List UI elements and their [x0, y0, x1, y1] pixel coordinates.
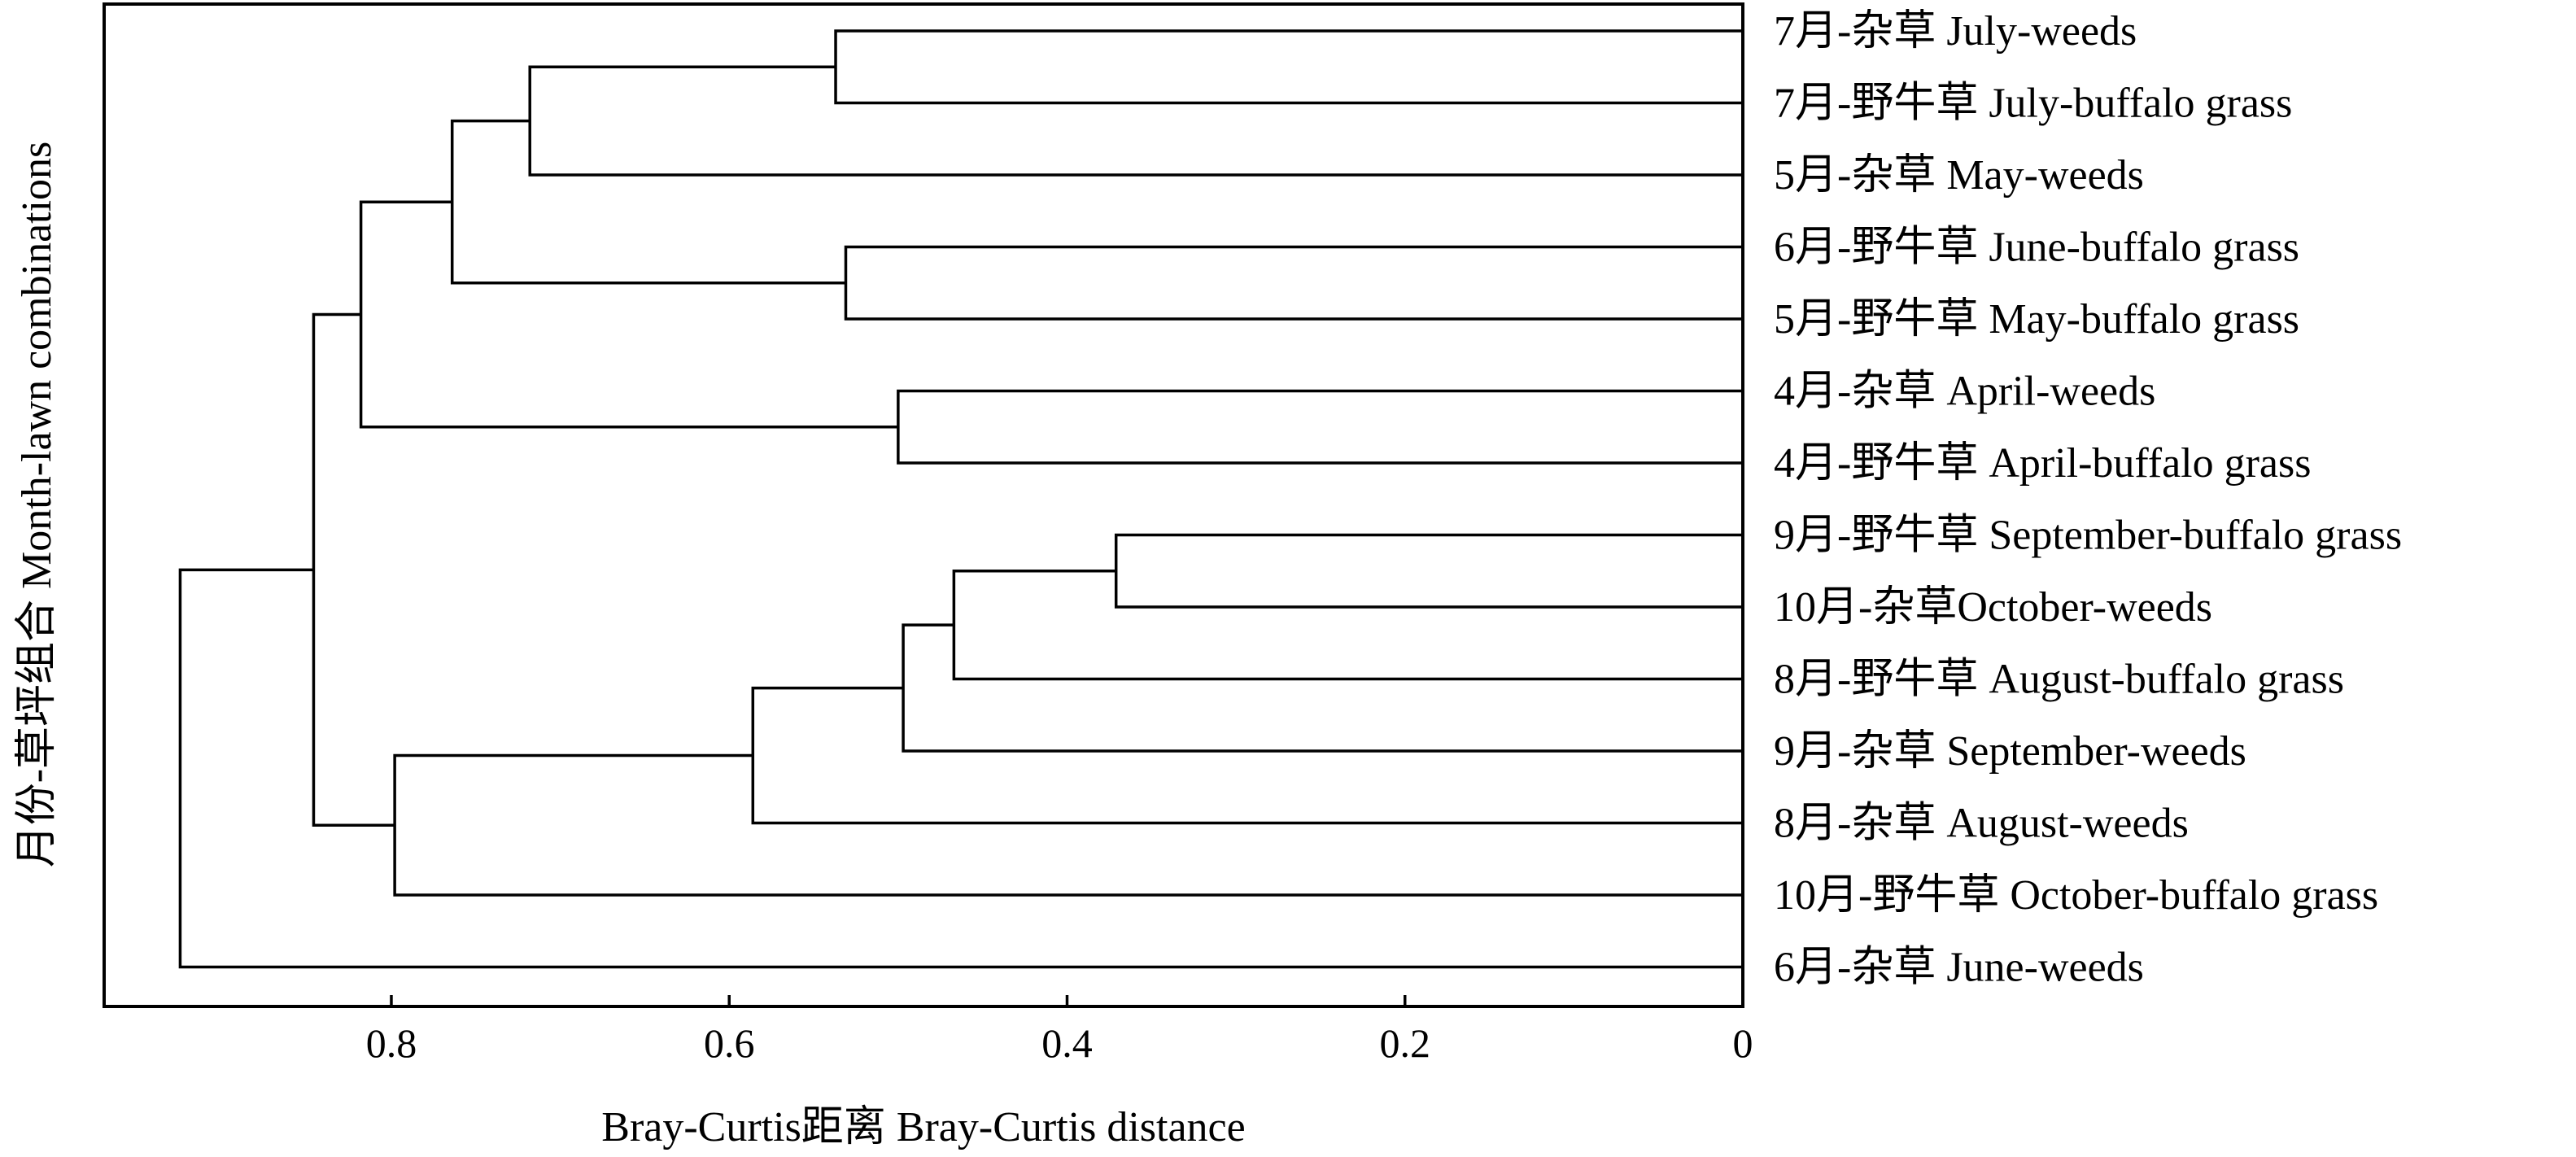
x-axis-ticks: 0.8 0.6 0.4 0.2 0 [366, 995, 1753, 1066]
dendrogram-link [897, 389, 1743, 465]
leaf-label: 6月-野牛草 June-buffalo grass [1774, 225, 2299, 271]
leaf-label: 4月-野牛草 April-buffalo grass [1774, 440, 2312, 487]
dendrogram-link [178, 568, 1743, 969]
leaf-label: 6月-杂草 June-weeds [1774, 945, 2144, 991]
leaf-label: 4月-杂草 April-weeds [1774, 369, 2155, 415]
leaf-label: 5月-杂草 May-weeds [1774, 152, 2144, 199]
plot-frame [103, 2, 1744, 1008]
leaf-labels: 7月-杂草 July-weeds 7月-野牛草 July-buffalo gras… [1774, 8, 2402, 991]
dendrogram-link [952, 570, 1743, 681]
dendrogram-links [178, 29, 1743, 969]
x-tick-label: 0.6 [704, 1020, 755, 1066]
x-axis-title: Bray-Curtis距离 Bray-Curtis distance [601, 1104, 1245, 1150]
y-axis-title: 月份-草坪组合 Month-lawn combinations [14, 142, 60, 868]
leaf-label: 5月-野牛草 May-buffalo grass [1774, 296, 2299, 343]
leaf-label: 9月-野牛草 September-buffalo grass [1774, 513, 2402, 559]
leaf-label: 10月-野牛草 October-buffalo grass [1774, 872, 2378, 919]
leaf-label: 7月-杂草 July-weeds [1774, 8, 2137, 55]
dendrogram-link [902, 623, 1743, 753]
leaf-label: 8月-野牛草 August-buffalo grass [1774, 657, 2344, 703]
leaf-label: 7月-野牛草 July-buffalo grass [1774, 81, 2292, 127]
leaf-label: 10月-杂草October-weeds [1774, 584, 2212, 631]
dendrogram-link [528, 65, 1743, 177]
dendrogram-link [359, 200, 898, 429]
dendrogram-link [751, 686, 1743, 825]
dendrogram-link [844, 245, 1743, 321]
dendrogram-link [312, 312, 395, 827]
dendrogram-link [1114, 533, 1743, 609]
dendrogram-link [393, 753, 1743, 897]
x-tick-label: 0.4 [1041, 1020, 1093, 1066]
leaf-label: 9月-杂草 September-weeds [1774, 728, 2246, 775]
dendrogram-link [834, 29, 1743, 105]
dendrogram-link [450, 119, 846, 285]
x-tick-label: 0.8 [366, 1020, 417, 1066]
leaf-label: 8月-杂草 August-weeds [1774, 801, 2189, 847]
x-tick-label: 0 [1733, 1020, 1753, 1066]
x-tick-label: 0.2 [1379, 1020, 1430, 1066]
